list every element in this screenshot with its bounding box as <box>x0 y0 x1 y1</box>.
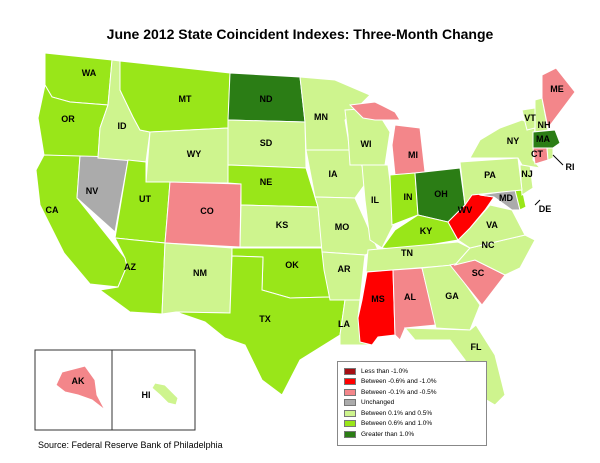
state-ri[interactable] <box>546 147 554 161</box>
state-mt[interactable] <box>119 60 231 133</box>
hawaii-inset-frame <box>111 349 196 431</box>
state-ct[interactable] <box>532 147 549 165</box>
legend-swatch <box>344 367 356 375</box>
state-nd[interactable] <box>227 72 306 123</box>
state-sd[interactable] <box>227 119 307 169</box>
map-legend: Less than -1.0% Between -0.6% and -1.0% Be… <box>337 361 487 446</box>
legend-item: Between -0.6% and -1.0% <box>344 377 480 388</box>
legend-label: Between 0.1% and 0.5% <box>361 409 433 417</box>
legend-swatch <box>344 430 356 438</box>
state-ne[interactable] <box>227 164 319 208</box>
legend-item: Less than -1.0% <box>344 366 480 377</box>
state-hi[interactable] <box>151 382 179 406</box>
state-me[interactable] <box>541 67 576 130</box>
state-wa[interactable] <box>44 52 113 106</box>
legend-swatch <box>344 420 356 428</box>
state-ms[interactable] <box>357 269 396 346</box>
source-note: Source: Federal Reserve Bank of Philadel… <box>38 440 223 450</box>
legend-label: Greater than 1.0% <box>361 430 415 438</box>
map-title: June 2012 State Coincident Indexes: Thre… <box>106 26 494 42</box>
state-nh[interactable] <box>534 97 549 133</box>
state-ks[interactable] <box>239 204 323 248</box>
legend-item: Between 0.6% and 1.0% <box>344 419 480 430</box>
legend-item: Between 0.1% and 0.5% <box>344 408 480 419</box>
state-ak[interactable] <box>55 365 106 411</box>
state-tx[interactable] <box>175 255 346 396</box>
legend-label: Between 0.6% and 1.0% <box>361 420 433 428</box>
state-pa[interactable] <box>459 157 523 207</box>
legend-swatch <box>344 378 356 386</box>
state-co[interactable] <box>164 181 242 248</box>
legend-label: Between -0.1% and -0.5% <box>361 388 437 396</box>
legend-label: Less than -1.0% <box>361 367 408 375</box>
legend-swatch <box>344 388 356 396</box>
legend-item: Greater than 1.0% <box>344 429 480 440</box>
state-ma[interactable] <box>532 129 561 151</box>
legend-item: Between -0.1% and -0.5% <box>344 387 480 398</box>
legend-label: Between -0.6% and -1.0% <box>361 378 437 386</box>
legend-swatch <box>344 409 356 417</box>
state-ga[interactable] <box>421 264 481 331</box>
legend-swatch <box>344 399 356 407</box>
state-nm[interactable] <box>161 242 233 315</box>
state-wy[interactable] <box>145 127 229 184</box>
state-ar[interactable] <box>321 251 366 301</box>
legend-item: Unchanged <box>344 398 480 409</box>
legend-label: Unchanged <box>361 399 395 407</box>
